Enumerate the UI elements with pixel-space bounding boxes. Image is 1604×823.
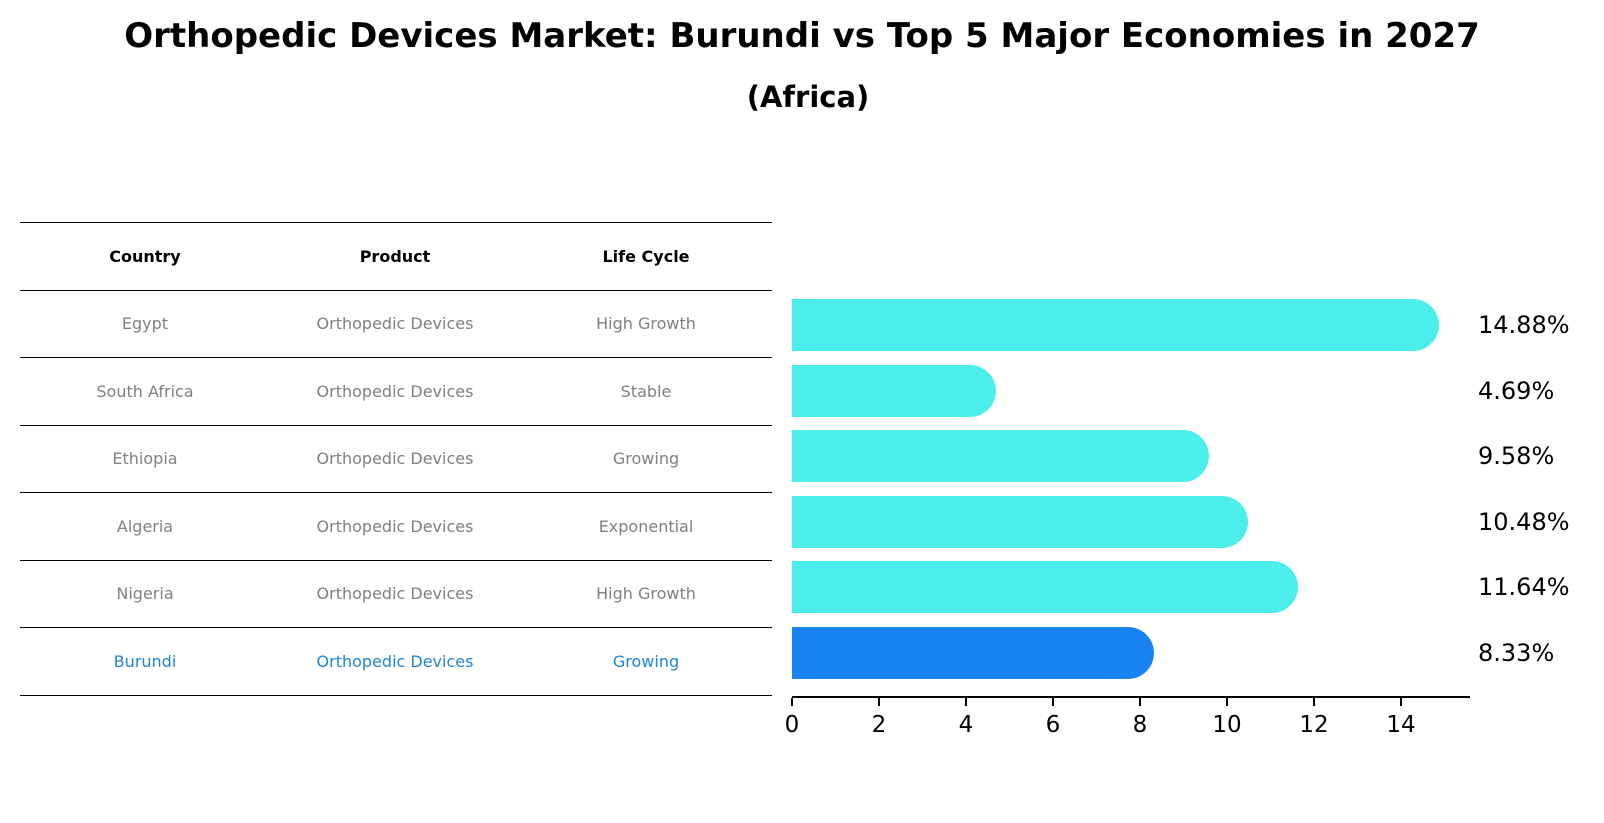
- value-label: 9.58%: [1478, 442, 1555, 470]
- value-label: 10.48%: [1478, 507, 1570, 536]
- cell-country: Burundi: [113, 651, 177, 671]
- x-tick-label: 4: [958, 712, 974, 738]
- table-header-row: Country Product Life Cycle: [20, 222, 772, 290]
- cell-life-cycle: Growing: [612, 651, 680, 671]
- cell-life-cycle: Exponential: [598, 516, 694, 536]
- x-tick: [1313, 698, 1315, 706]
- header-country: Country: [109, 246, 181, 266]
- x-tick-label: 10: [1212, 712, 1242, 738]
- x-tick-label: 8: [1132, 712, 1148, 738]
- table-row: Ethiopia Orthopedic Devices Growing: [20, 424, 772, 493]
- cell-country: Nigeria: [116, 584, 174, 604]
- chart-title: Orthopedic Devices Market: Burundi vs To…: [124, 16, 1480, 56]
- cell-life-cycle: High Growth: [596, 584, 696, 604]
- cell-product: Orthopedic Devices: [316, 381, 474, 401]
- value-label: 4.69%: [1478, 376, 1555, 405]
- x-tick-label: 2: [871, 712, 887, 738]
- header-product: Product: [359, 246, 431, 266]
- x-tick: [1226, 698, 1228, 706]
- cell-country: Ethiopia: [112, 449, 178, 469]
- chart-subtitle: (Africa): [746, 80, 870, 114]
- x-tick-label: 6: [1045, 712, 1061, 738]
- cell-life-cycle: Stable: [620, 381, 672, 401]
- x-tick: [1139, 698, 1141, 706]
- x-tick: [965, 698, 967, 706]
- cell-life-cycle: High Growth: [596, 314, 696, 334]
- value-label: 11.64%: [1478, 573, 1570, 601]
- x-tick-label: 0: [784, 712, 800, 738]
- cell-product: Orthopedic Devices: [316, 516, 474, 536]
- cell-country: Algeria: [116, 516, 174, 536]
- table-row: Nigeria Orthopedic Devices High Growth: [20, 559, 772, 628]
- x-tick: [1400, 698, 1402, 706]
- cell-country: South Africa: [96, 381, 194, 401]
- cell-product: Orthopedic Devices: [316, 314, 474, 334]
- value-label: 14.88%: [1478, 311, 1570, 339]
- x-axis: 0 2 4 6 8 10 12 14: [785, 696, 1470, 738]
- bar: [792, 495, 1248, 548]
- table-row: Algeria Orthopedic Devices Exponential: [20, 492, 772, 560]
- header-life-cycle: Life Cycle: [602, 246, 690, 266]
- cell-product: Orthopedic Devices: [316, 449, 474, 469]
- x-tick: [878, 698, 880, 706]
- x-tick: [1052, 698, 1054, 706]
- data-table: Country Product Life Cycle Egypt Orthope…: [20, 222, 772, 696]
- table-row-highlighted: Burundi Orthopedic Devices Growing: [20, 627, 772, 696]
- cell-product: Orthopedic Devices: [316, 651, 474, 671]
- table-row: Egypt Orthopedic Devices High Growth: [20, 289, 772, 358]
- cell-life-cycle: Growing: [612, 449, 680, 469]
- cell-country: Egypt: [121, 314, 169, 334]
- bar: [792, 299, 1440, 351]
- x-tick-label: 14: [1386, 712, 1416, 738]
- bar-highlighted: [792, 626, 1155, 679]
- x-tick: [791, 698, 793, 706]
- bar: [792, 430, 1209, 482]
- table-row: South Africa Orthopedic Devices Stable: [20, 357, 772, 425]
- bar: [792, 561, 1299, 613]
- cell-product: Orthopedic Devices: [316, 584, 474, 604]
- x-tick-label: 12: [1299, 712, 1329, 738]
- value-label: 8.33%: [1478, 638, 1555, 667]
- bar: [792, 364, 996, 417]
- bar-chart: 14.88% 4.69% 9.58% 10.48% 11.64% 8.33%: [792, 290, 1570, 710]
